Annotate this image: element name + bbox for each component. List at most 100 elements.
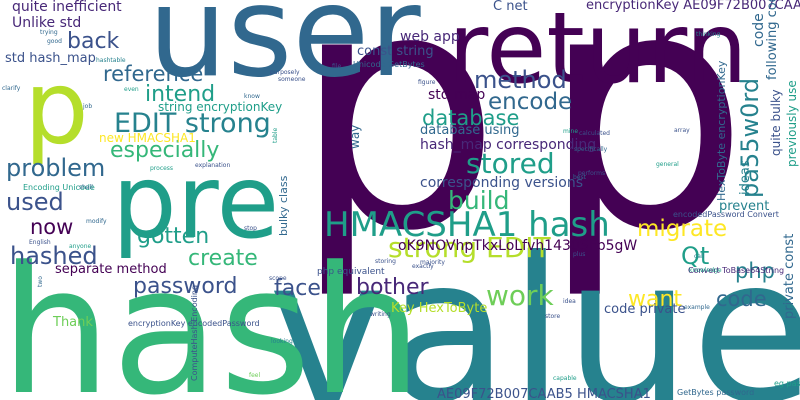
cloud-word: writing [370, 311, 391, 318]
cloud-word: database [422, 106, 520, 130]
cloud-word: work [486, 279, 554, 312]
cloud-word: general [656, 161, 679, 168]
cloud-word: Qt [681, 242, 710, 270]
cloud-word: figure [418, 79, 436, 86]
cloud-word: EDIT strong [114, 108, 271, 139]
cloud-word: database using [420, 123, 520, 138]
cloud-word: p [24, 49, 89, 168]
cloud-word: file [332, 63, 342, 70]
cloud-word: especially [110, 138, 220, 163]
cloud-word: process [150, 165, 174, 172]
cloud-word: p [292, 0, 502, 303]
cloud-word: know [244, 93, 260, 100]
cloud-word: good [47, 38, 62, 45]
cloud-word: C net [493, 0, 528, 14]
cloud-word: shall [79, 184, 93, 191]
cloud-word: stored [466, 147, 555, 180]
cloud-word: php [735, 259, 775, 283]
cloud-word: reference [103, 62, 204, 86]
cloud-word: build [448, 186, 510, 215]
cloud-word: performs [578, 170, 606, 177]
cloud-word: Key HexToByte [391, 301, 488, 316]
cloud-word: looking [271, 338, 293, 345]
cloud-word: plus [573, 251, 586, 258]
cloud-word: encode [488, 89, 573, 115]
cloud-word: HexToByte encryptionKey [715, 60, 728, 201]
cloud-word: storing [375, 258, 396, 265]
cloud-word: idea [563, 298, 576, 305]
cloud-word: intend [145, 82, 216, 107]
cloud-word: example [684, 304, 710, 311]
cloud-word: modify [86, 218, 107, 225]
cloud-word: GetBytes password [677, 388, 755, 397]
cloud-word: explanation [195, 162, 231, 169]
cloud-word: problem [6, 154, 106, 182]
cloud-word: store [545, 313, 561, 320]
cloud-word: even [124, 86, 139, 93]
cloud-word: std map [428, 87, 486, 103]
cloud-word: string encryptionKey [158, 100, 283, 114]
cloud-word: corresponding versions [420, 175, 584, 191]
cloud-word: code private [604, 302, 686, 317]
cloud-word: now [30, 215, 74, 239]
cloud-word: ComputeHash Encoding [190, 284, 199, 381]
cloud-word: used [6, 188, 64, 216]
cloud-word: bulky class [277, 175, 290, 236]
cloud-word: thinking [696, 31, 721, 38]
cloud-word: method [474, 66, 567, 94]
cloud-word: migrate [637, 216, 728, 242]
cloud-word: Unlike std [12, 15, 82, 31]
cloud-word: const string [357, 44, 434, 59]
cloud-word: want [628, 287, 683, 312]
cloud-word: English [29, 239, 51, 246]
cloud-word: scope [269, 275, 287, 282]
cloud-word: way [348, 124, 362, 149]
cloud-word: hashed [10, 242, 98, 270]
cloud-word: stop [244, 225, 257, 232]
cloud-word: hash [0, 229, 423, 400]
cloud-word: previously use [785, 80, 799, 167]
cloud-word: oK9NOVhpTkxLoLfvh1430SFb5gW [398, 238, 638, 254]
cloud-word: return [448, 0, 748, 106]
cloud-word: AE09F72B007CAAB5 HMACSHA1 [437, 387, 651, 400]
cloud-word: capable [553, 375, 577, 382]
cloud-word: password [133, 274, 238, 299]
cloud-word: following code [765, 0, 780, 80]
cloud-word: encryptionKey encodedPassword [128, 319, 260, 328]
cloud-word: call [694, 253, 705, 260]
cloud-word: pre [112, 143, 280, 262]
cloud-word: quite inefficient [12, 0, 122, 15]
cloud-word: majority [420, 259, 445, 266]
cloud-word: create [188, 246, 258, 271]
cloud-word: someone [278, 76, 306, 83]
cloud-word: p [540, 0, 750, 303]
cloud-word: private const [782, 233, 797, 319]
cloud-word: table [272, 127, 279, 143]
cloud-word: specifically [574, 146, 608, 153]
cloud-word: mine [563, 128, 579, 135]
cloud-word: feel [249, 372, 261, 379]
cloud-word: ideas [738, 160, 753, 195]
cloud-word: job [83, 103, 93, 110]
cloud-word: purposely [270, 69, 300, 76]
cloud-word: user [148, 0, 421, 105]
cloud-word: encodedPassword Convert [673, 210, 779, 219]
cloud-word: strong EDIT [388, 231, 551, 264]
cloud-word: calculated [579, 130, 610, 137]
cloud-word: back [67, 29, 120, 54]
cloud-word: separate method [55, 262, 167, 277]
cloud-word: knowledge [689, 267, 722, 274]
cloud-word: bother [356, 275, 429, 300]
cloud-word: code [751, 13, 767, 47]
cloud-word: HMACSHA1 hash [324, 205, 610, 245]
cloud-word: eg password [774, 379, 800, 388]
cloud-word: value [268, 215, 800, 400]
cloud-word: best [573, 174, 586, 181]
cloud-word: trying [40, 29, 58, 36]
cloud-word: quite bulky [769, 89, 783, 156]
cloud-word: Thank [53, 315, 93, 330]
cloud-word: code [716, 287, 767, 311]
cloud-word: gotten [137, 224, 210, 249]
cloud-word: prevent [719, 199, 770, 214]
